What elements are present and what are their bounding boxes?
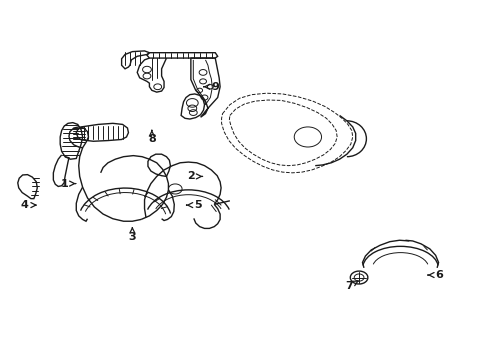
Text: 4: 4 [20,200,28,210]
Text: 7: 7 [345,281,352,291]
Text: 6: 6 [435,270,443,280]
Text: 8: 8 [148,134,155,144]
Text: 3: 3 [128,232,136,242]
Text: 1: 1 [60,179,68,189]
Text: 9: 9 [211,82,219,92]
Text: 2: 2 [186,171,194,181]
Text: 5: 5 [194,200,202,210]
